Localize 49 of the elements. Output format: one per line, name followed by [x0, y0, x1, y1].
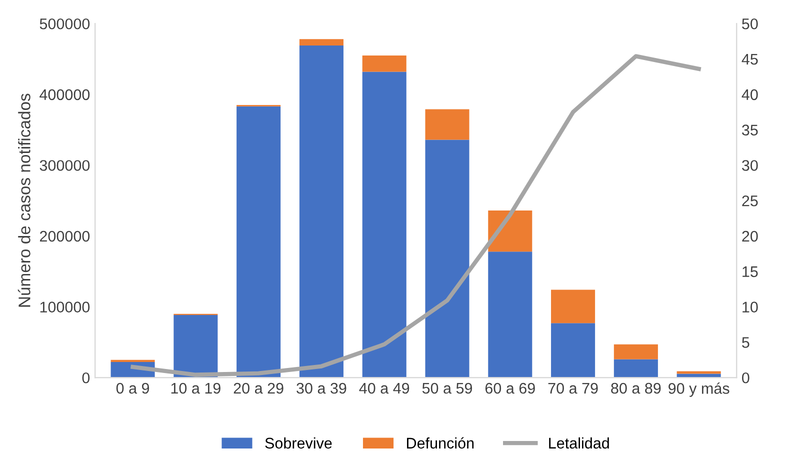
y2-tick-label: 10	[742, 302, 758, 312]
bar	[551, 290, 596, 324]
legend-label: Sobrevive	[265, 437, 332, 449]
x-tick-label: 30 a 39	[296, 382, 346, 394]
x-tick-label: 80 a 89	[611, 382, 661, 394]
bar	[614, 359, 658, 378]
x-tick-label: 20 a 29	[234, 382, 284, 394]
y2-tick-label: 40	[742, 89, 758, 100]
legend-label: Defunción	[407, 437, 474, 449]
x-tick-label: 0 a 9	[116, 382, 150, 394]
y2-tick-label: 25	[742, 195, 758, 206]
y-tick-label: 300000	[40, 160, 90, 171]
bar	[488, 210, 532, 252]
y-tick-label: 500000	[40, 18, 90, 30]
bar	[362, 55, 406, 72]
line-series	[130, 54, 701, 377]
bar	[236, 106, 281, 378]
bar	[676, 371, 721, 374]
y-tick-label: 0	[82, 372, 90, 384]
y2-tick-label: 50	[742, 18, 758, 30]
bar	[488, 252, 532, 378]
bar	[425, 109, 470, 140]
y2-tick-label: 35	[742, 124, 758, 136]
x-tick-label: 50 a 59	[422, 382, 472, 394]
y-tick-label: 400000	[40, 89, 90, 100]
bar	[676, 374, 721, 378]
y-tick-label: 100000	[40, 302, 90, 312]
y2-tick-label: 5	[742, 337, 750, 348]
y2-tick-label: 30	[742, 160, 758, 171]
bar	[551, 323, 596, 378]
bar	[299, 39, 344, 46]
y2-tick-label: 0	[742, 372, 750, 384]
x-tick-label: 10 a 19	[171, 382, 220, 394]
x-tick-label: 40 a 49	[359, 382, 410, 394]
bar	[614, 344, 658, 360]
bar	[362, 72, 406, 378]
y-tick-label: 200000	[40, 230, 90, 242]
x-tick-label: 60 a 69	[485, 382, 535, 394]
y2-tick-label: 20	[742, 230, 758, 242]
bar	[110, 360, 155, 362]
bar	[425, 140, 470, 378]
x-tick-label: 90 y más	[668, 382, 730, 397]
y2-tick-label: 45	[742, 54, 758, 65]
bar	[299, 46, 344, 378]
bar	[174, 314, 218, 378]
y-axis-title: Número de casos notificados	[18, 94, 30, 307]
legend-label: Letalidad	[549, 437, 609, 449]
x-tick-label: 70 a 79	[548, 382, 598, 394]
y2-tick-label: 15	[742, 266, 758, 278]
